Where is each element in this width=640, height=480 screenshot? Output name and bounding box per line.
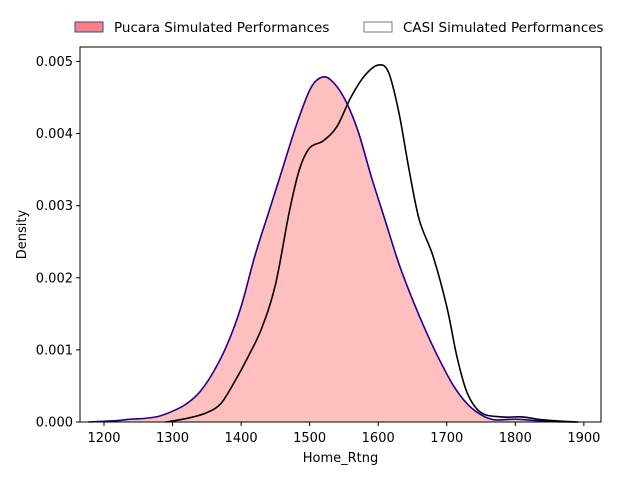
x-tick-label: 1200 [87,431,120,446]
y-tick-label: 0.001 [36,343,73,358]
legend: Pucara Simulated Performances CASI Simula… [74,20,604,36]
y-tick-label: 0.005 [36,55,73,70]
legend-swatch-pucara [74,21,104,33]
legend-swatch-casi [363,21,393,33]
x-tick-label: 1500 [293,431,326,446]
x-tick-label: 1600 [362,431,395,446]
series-pucara-area [88,76,578,422]
legend-label-pucara: Pucara Simulated Performances [114,20,329,36]
legend-label-casi: CASI Simulated Performances [403,20,604,36]
x-tick-label: 1400 [225,431,258,446]
y-tick-label: 0.004 [36,127,73,142]
x-tick-label: 1300 [156,431,189,446]
series-pucara-line [88,76,578,423]
x-axis: 1200 1300 1400 1500 1600 1700 1800 1900 [87,422,600,446]
plot-frame [79,46,602,423]
y-tick-label: 0.002 [36,271,73,286]
y-axis: 0.000 0.001 0.002 0.003 0.004 0.005 [36,55,80,431]
x-tick-label: 1800 [499,431,532,446]
y-axis-label: Density [15,209,30,259]
y-tick-label: 0.000 [36,416,73,431]
x-tick-label: 1700 [430,431,463,446]
x-tick-label: 1900 [567,431,600,446]
plot-area [79,46,602,423]
x-axis-label: Home_Rtng [303,451,379,466]
series-casi-line [165,64,579,423]
y-tick-label: 0.003 [36,199,73,214]
